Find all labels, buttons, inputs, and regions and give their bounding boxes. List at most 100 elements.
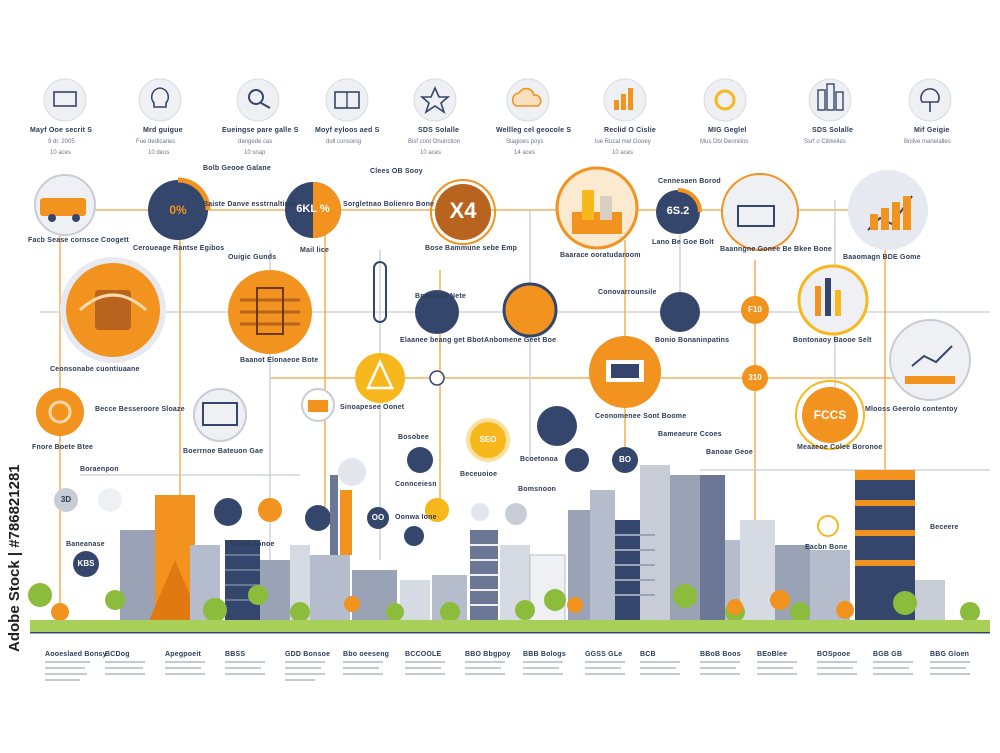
- label-a25: Boerrnoe Bateuon Gae: [183, 448, 264, 455]
- top-caption-6-line3: 14 aces: [514, 150, 536, 156]
- top-caption-1-line1: Mayf Ooe secrit S: [30, 127, 93, 134]
- bottom-caption-9: BBB Bologs: [523, 651, 566, 658]
- top-caption-2-line2: Fue dedicaries: [136, 139, 176, 145]
- label-a5: Bose Bammune sebe Emp: [425, 245, 518, 252]
- top-caption-3-line3: 10 snap: [244, 150, 266, 156]
- node-value-6: F10: [748, 305, 762, 314]
- label-a33: Beceuoioe: [460, 471, 498, 478]
- cloud-icon: [507, 79, 549, 121]
- row3-nodes: [36, 336, 865, 608]
- row1-nodes: [34, 166, 928, 251]
- node-value-8: SEO: [479, 435, 497, 444]
- node-value-3: X4: [449, 198, 477, 223]
- label-a24: Fnore Boete Btee: [32, 444, 94, 451]
- label-a17: Bonio Bonaninpatins: [655, 337, 730, 344]
- label-a39: Oonwa Ione: [395, 514, 437, 521]
- label-a14: Elaanee beang get Bbot: [400, 337, 484, 344]
- label-a34: Bcoetonoa: [520, 456, 558, 463]
- bottom-caption-6: Bbo oeeseng: [343, 651, 390, 658]
- label-a8: Cennesaen Borod: [658, 178, 721, 185]
- node-value-7: 310: [748, 373, 762, 382]
- label-a42: Baneanase: [66, 541, 105, 548]
- node-value-4: 6S.2: [666, 205, 690, 217]
- top-caption-6-line2: Slagioes poys: [506, 139, 544, 145]
- top-caption-10-line2: Bnilve manelalles: [904, 139, 951, 145]
- node-value-5: FCCS: [813, 408, 847, 422]
- node-value-1: 0%: [169, 203, 187, 217]
- bottom-caption-4: BBSS: [225, 651, 246, 658]
- label-a4: Clees OB Sooy: [370, 168, 423, 175]
- top-caption-2-line1: Mrd guigue: [143, 127, 183, 134]
- top-caption-5-line3: 10 aces: [420, 150, 442, 156]
- node-value-10: OO: [371, 513, 385, 522]
- stock-watermark: Adobe Stock | #786821281: [2, 464, 28, 660]
- bottom-caption-11: BCB: [640, 651, 656, 658]
- label-a38: Sonot conoe: [230, 541, 275, 548]
- label-a37: Bomsnoon: [518, 486, 557, 493]
- label-a13: Bolb Geooe Galane: [203, 165, 271, 172]
- label-a40: Eacbn Bone: [805, 544, 848, 551]
- bottom-caption-8: BBO Bbgpoy: [465, 651, 511, 658]
- top-icon-row: [43, 78, 952, 122]
- label-a27: Mlooss Geerolo contentoy: [865, 406, 958, 413]
- label-a41: Beceere: [930, 524, 959, 531]
- city-skyline: [28, 458, 990, 632]
- star-icon: [414, 79, 456, 121]
- bottom-caption-13: BEoBlee: [757, 651, 788, 658]
- bar-chart-icon: [604, 79, 646, 121]
- label-a18: Baanngne Gonee Be Bkee Bone: [720, 246, 832, 253]
- top-caption-8-line1: MIG Geglel: [708, 127, 747, 134]
- bottom-caption-10: GGSS GLe: [585, 651, 623, 658]
- label-a15: Anbomene Geet Boe: [484, 337, 557, 344]
- building-icon: [809, 79, 851, 121]
- top-caption-3-line2: dangede cas: [238, 139, 273, 145]
- label-a16: Conovarrounsile: [598, 289, 657, 296]
- bottom-caption-14: BOSpooe: [817, 651, 851, 658]
- bottom-caption-1: Aooeslaed Bonsy: [45, 651, 107, 658]
- top-caption-7-line3: 10 aces: [612, 150, 634, 156]
- label-a12: Mail lice: [300, 247, 330, 254]
- label-a29: Ceonomenee Sont Boome: [595, 413, 687, 420]
- label-a9: Baaomagn BDE Gome: [843, 254, 921, 261]
- label-a10: Ceroueage Rantse Egibos: [133, 245, 225, 252]
- top-caption-9-line1: SDS Solalle: [812, 127, 854, 134]
- node-value-11: BO: [619, 455, 631, 464]
- top-caption-7-line2: lue Rucal mel Gooey: [595, 139, 651, 145]
- label-a2: Baiste Danve esstrnaltiron: [203, 201, 297, 208]
- node-value-12: 3D: [60, 495, 72, 504]
- label-a31: Boraenpon: [80, 466, 119, 473]
- top-caption-4-line2: dull consoing: [326, 139, 362, 145]
- top-caption-5-line2: Bisf coot Onuirction: [408, 139, 461, 145]
- label-a6: Baarace ooratudaroom: [560, 252, 641, 259]
- label-a20: Baanot Elonaeoe Bote: [240, 357, 319, 364]
- bottom-caption-16: BBG Gloen: [930, 651, 970, 658]
- top-caption-10-line1: Mif Geigie: [914, 127, 950, 134]
- label-a32: Connceiesn: [395, 481, 437, 488]
- top-caption-2-line3: 10 deus: [148, 150, 170, 156]
- label-a35: Bosobee: [398, 434, 429, 441]
- bottom-caption-7: BCCOOLE: [405, 651, 442, 658]
- node-value-2: 6KL %: [296, 203, 330, 215]
- monitor-icon: [44, 79, 86, 121]
- bottom-caption-3: Apegpoeit: [165, 651, 202, 658]
- row2-nodes: [60, 257, 971, 401]
- bottom-caption-12: BBoB Boos: [700, 651, 741, 658]
- lightbulb-icon: [139, 79, 181, 121]
- top-caption-3-line1: Eueingse pare galle S: [222, 127, 299, 134]
- label-a3: Sorgletnao Bolienro Bone: [343, 201, 435, 208]
- label-a7: Lano Be Goe Bolt: [652, 239, 714, 246]
- label-a30: Bameaeure Ccoes: [658, 431, 722, 438]
- top-caption-8-line2: Mus Dbl Dennilios: [700, 139, 749, 145]
- top-caption-5-line1: SDS Solalle: [418, 127, 460, 134]
- book-icon: [326, 79, 368, 121]
- bottom-caption-2: BCDog: [105, 651, 130, 658]
- label-a28: Meaaeoe Colee Boronoe: [797, 444, 883, 451]
- top-caption-1-line2: 9 dr. 2005: [48, 139, 75, 145]
- node-value-9: KBS: [77, 559, 95, 568]
- label-a23: Becce Besseroore Sloaze: [95, 406, 185, 413]
- label-a22: Ceonsonabe cuontiuaane: [50, 366, 140, 373]
- top-caption-6-line1: Wellleg cel geocole S: [496, 127, 572, 134]
- sun-icon: [704, 79, 746, 121]
- label-a11: Ouigic Gunds: [228, 254, 277, 261]
